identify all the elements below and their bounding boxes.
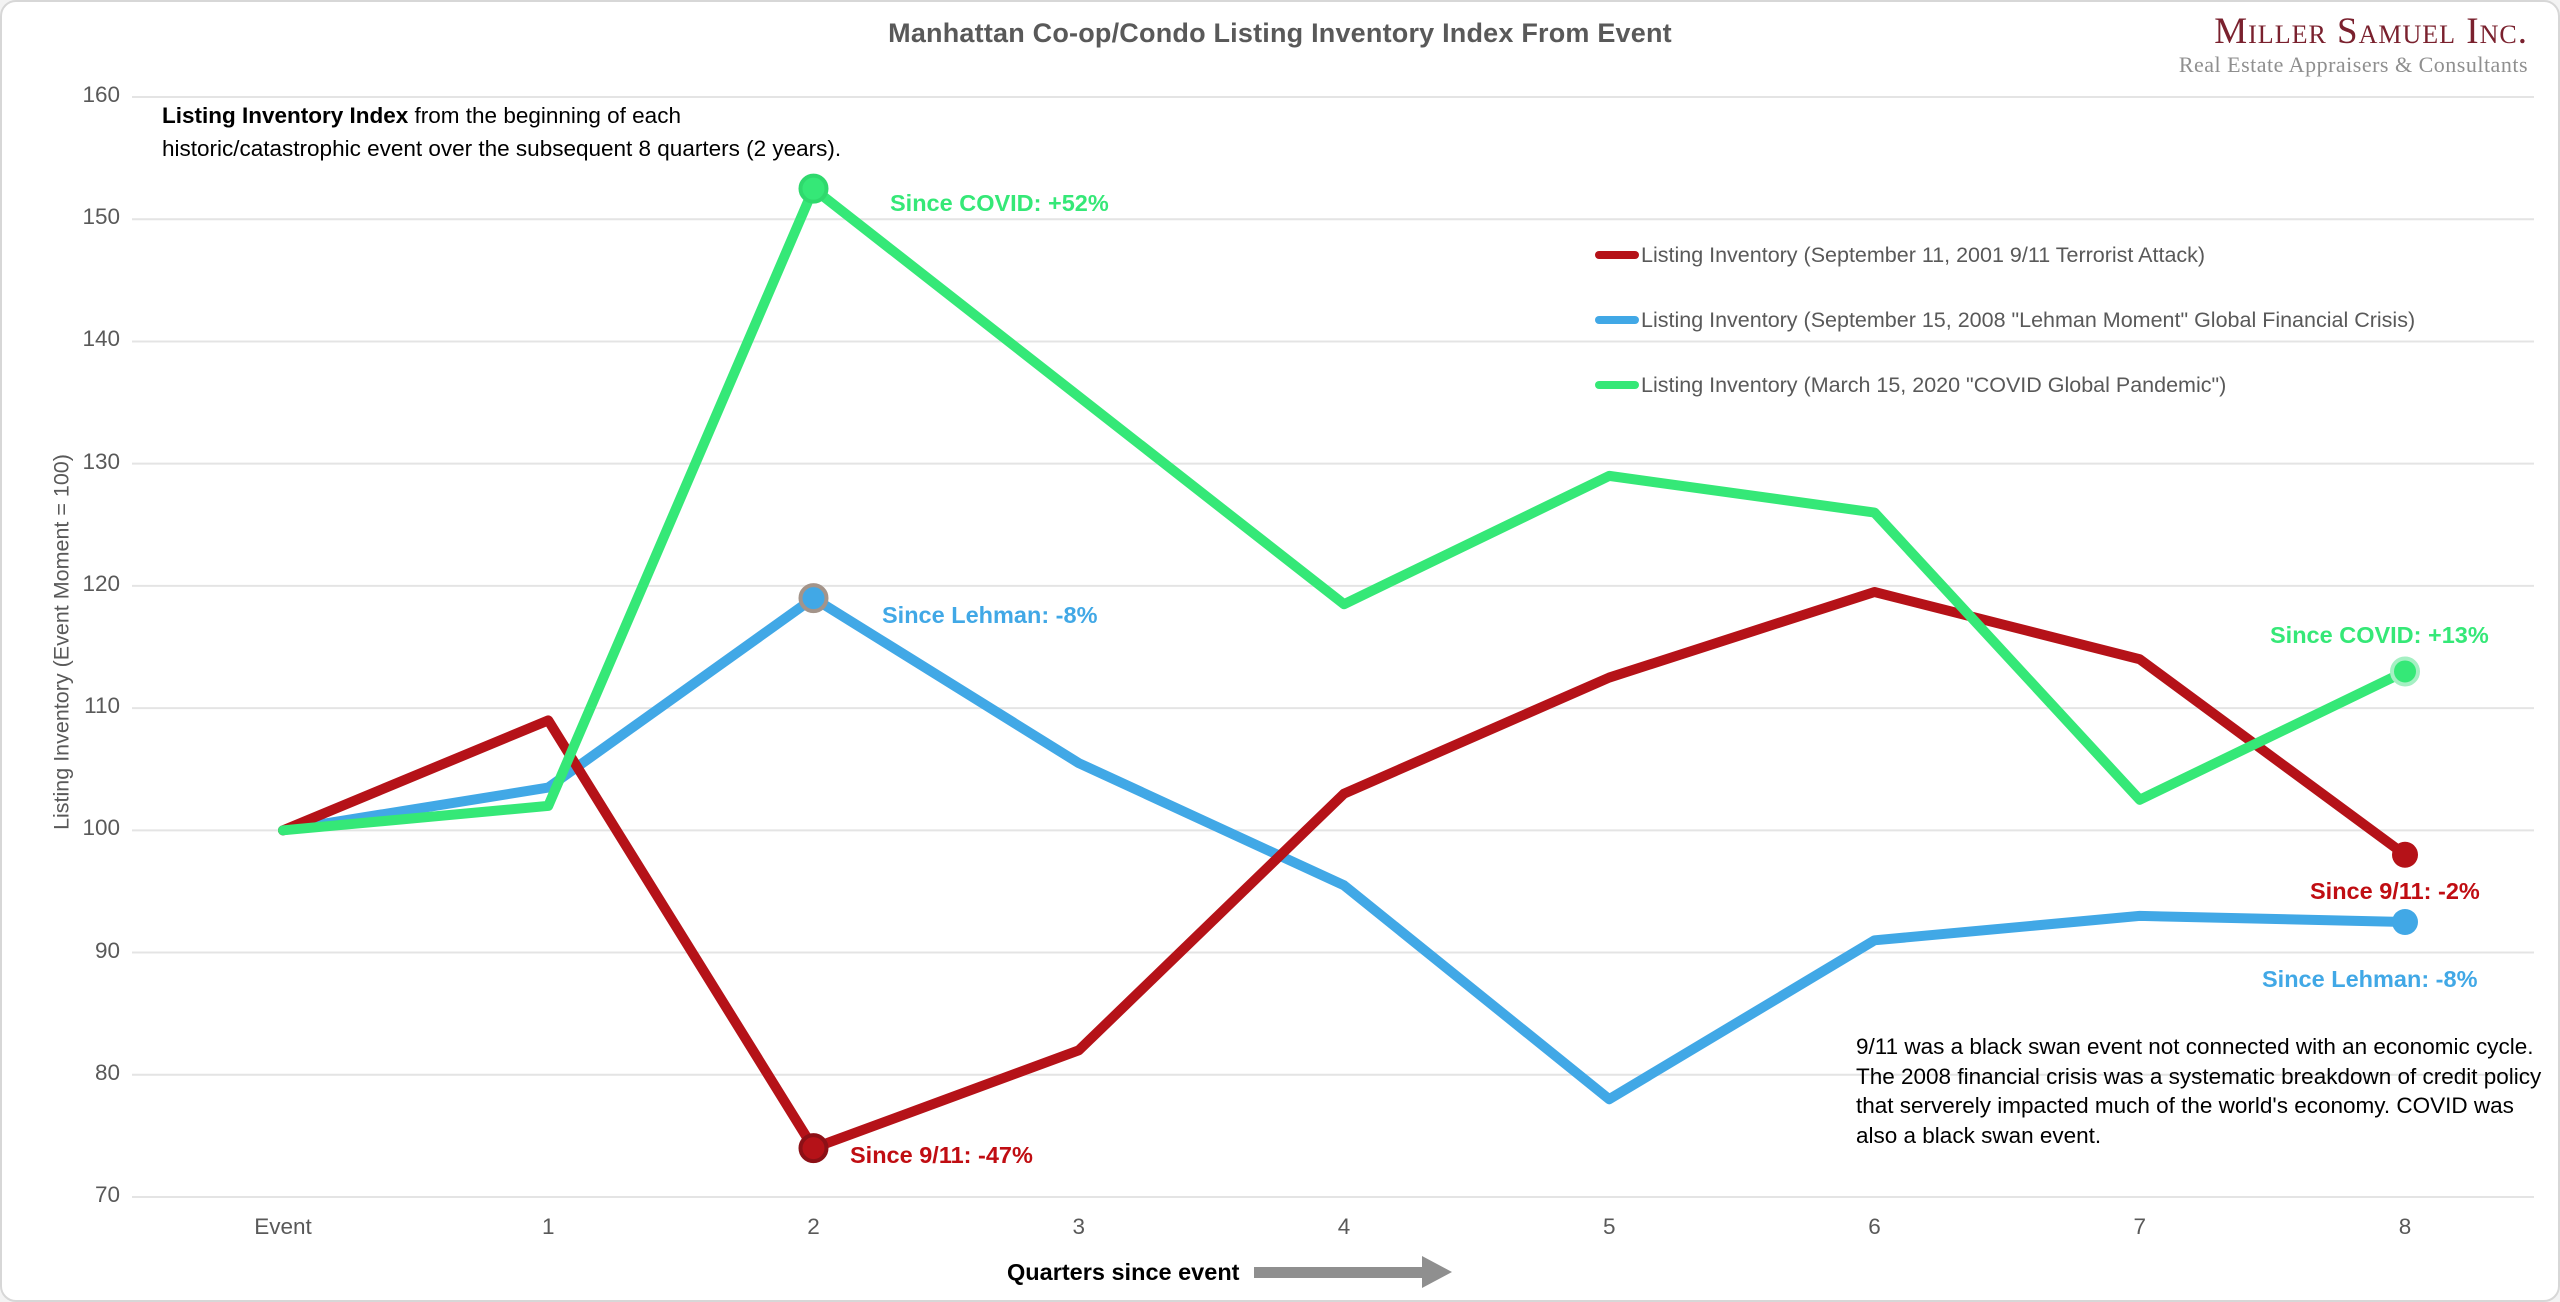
legend-item-covid: Listing Inventory (March 15, 2020 "COVID… <box>1595 370 2415 400</box>
subtitle-line1: Listing Inventory Index from the beginni… <box>162 100 841 133</box>
y-tick-label: 140 <box>82 326 120 352</box>
annotation-911-q8: Since 9/11: -2% <box>2310 878 2480 904</box>
x-tick-label: 1 <box>541 1214 555 1239</box>
x-tick-label: 6 <box>1868 1214 1881 1239</box>
y-tick-label: 160 <box>82 82 120 107</box>
logo-name: Miller Samuel Inc. <box>2214 11 2528 52</box>
y-tick-label: 150 <box>82 204 120 230</box>
y-axis-label: Listing Inventory (Event Moment = 100) <box>49 454 74 830</box>
legend-dash-icon <box>1595 316 1639 324</box>
annotation-911-q2: Since 9/11: -47% <box>850 1142 1033 1168</box>
legend-label: Listing Inventory (September 11, 2001 9/… <box>1641 242 2206 267</box>
company-logo: Miller Samuel Inc. Real Estate Appraiser… <box>2178 11 2528 77</box>
legend-label: Listing Inventory (September 15, 2008 "L… <box>1641 307 2416 332</box>
x-tick-label: Event <box>254 1214 312 1239</box>
right-arrow-icon <box>1253 1256 1452 1288</box>
logo-tagline: Real Estate Appraisers & Consultants <box>2178 51 2528 77</box>
legend-dash-icon <box>1595 251 1639 259</box>
y-tick-label: 90 <box>94 937 120 963</box>
x-axis-caption: Quarters since event <box>1007 1256 1452 1288</box>
chart-subtitle: Listing Inventory Index from the beginni… <box>162 100 841 165</box>
legend-item-911: Listing Inventory (September 11, 2001 9/… <box>1595 240 2415 270</box>
y-tick-label: 130 <box>82 448 120 474</box>
legend-dash-icon <box>1595 381 1639 389</box>
y-tick-label: 120 <box>82 570 120 596</box>
footnote-text: 9/11 was a black swan event not connecte… <box>1856 1034 2542 1149</box>
chart-legend: Listing Inventory (September 11, 2001 9/… <box>1595 240 2415 400</box>
y-tick-label: 70 <box>94 1181 120 1207</box>
y-tick-label: 110 <box>84 693 120 719</box>
annotation-covid-q8: Since COVID: +13% <box>2270 622 2489 648</box>
x-tick-label: 5 <box>1602 1214 1616 1239</box>
y-tick-label: 80 <box>94 1059 120 1085</box>
x-tick-label: 3 <box>1072 1214 1085 1239</box>
subtitle-line1-rest: from the beginning of each <box>408 103 681 128</box>
x-tick-label: 7 <box>2133 1214 2146 1239</box>
chart-title: Manhattan Co-op/Condo Listing Inventory … <box>888 18 1672 48</box>
x-axis-caption-text: Quarters since event <box>1007 1258 1240 1285</box>
legend-label: Listing Inventory (March 15, 2020 "COVID… <box>1641 372 2227 397</box>
subtitle-line2: historic/catastrophic event over the sub… <box>162 135 842 161</box>
legend-item-lehman: Listing Inventory (September 15, 2008 "L… <box>1595 305 2415 335</box>
annotation-lehman-q8: Since Lehman: -8% <box>2262 966 2478 992</box>
annotation-covid-q2: Since COVID: +52% <box>890 190 1109 216</box>
y-tick-label: 100 <box>82 815 120 841</box>
x-tick-label: 4 <box>1337 1214 1351 1239</box>
subtitle-lead: Listing Inventory Index <box>162 103 409 128</box>
x-tick-label: 2 <box>807 1214 820 1239</box>
annotation-lehman-q2: Since Lehman: -8% <box>882 602 1098 628</box>
x-tick-label: 8 <box>2398 1214 2412 1239</box>
